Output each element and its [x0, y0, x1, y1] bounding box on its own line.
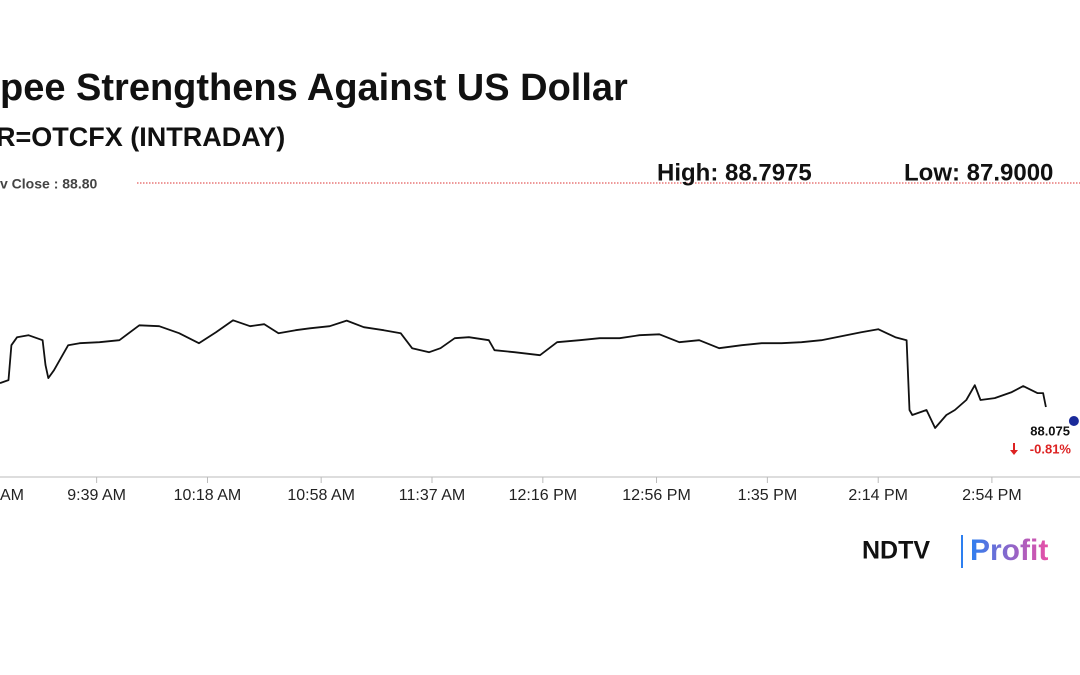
- change-label: -0.81%: [1030, 441, 1072, 456]
- x-tick-label: 12:56 PM: [622, 487, 690, 504]
- prev-close-label: v Close : 88.80: [0, 176, 97, 192]
- x-tick-label: 2:14 PM: [848, 487, 908, 504]
- x-tick-label: 12:16 PM: [509, 487, 577, 504]
- price-line: [0, 319, 1047, 429]
- high-label: High: 88.7975: [657, 159, 812, 186]
- down-arrow: [1010, 443, 1018, 455]
- chart-subtitle: R=OTCFX (INTRADAY): [0, 122, 285, 152]
- last-point: [1068, 416, 1079, 426]
- x-tick-label: AM: [0, 487, 24, 504]
- x-tick-label: 11:37 AM: [399, 487, 465, 504]
- x-tick-label: 10:58 AM: [287, 487, 355, 504]
- x-tick-label: 1:35 PM: [738, 487, 798, 504]
- x-tick-label: 9:39 AM: [67, 487, 126, 504]
- low-label: Low: 87.9000: [904, 159, 1053, 186]
- brand: NDTV: [862, 537, 930, 565]
- last-value-label: 88.075: [1030, 423, 1070, 438]
- x-tick-label: 2:54 PM: [962, 487, 1022, 504]
- brand-sub: Profit: [970, 534, 1048, 567]
- x-tick-label: 10:18 AM: [174, 487, 242, 504]
- chart-title: pee Strengthens Against US Dollar: [0, 67, 628, 109]
